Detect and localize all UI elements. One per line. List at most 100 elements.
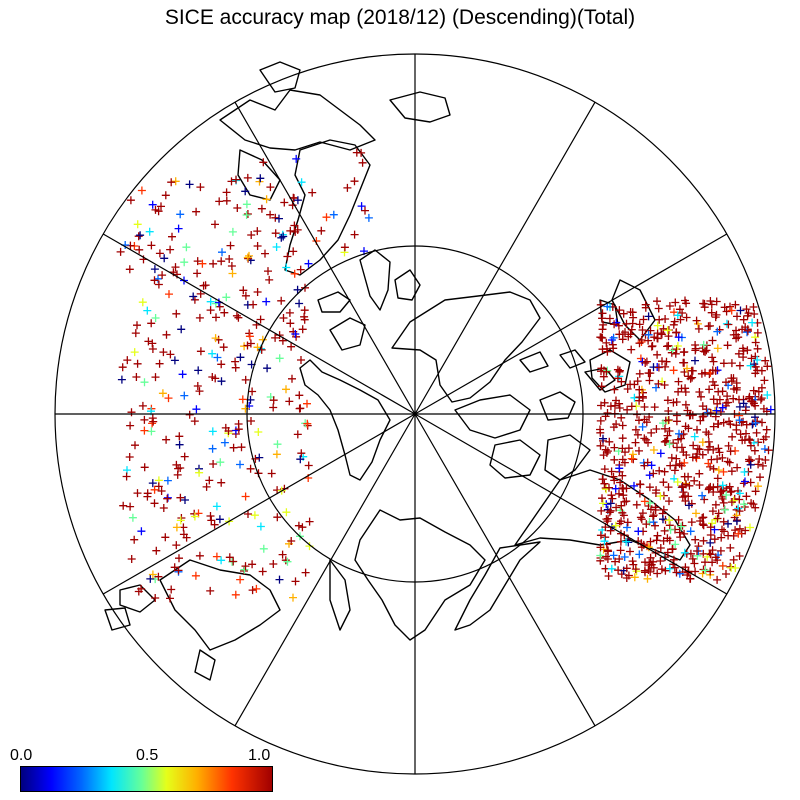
- accuracy-marker: [619, 309, 628, 318]
- accuracy-marker: [709, 422, 718, 431]
- meridian-line: [102, 233, 416, 415]
- accuracy-marker: [621, 328, 629, 337]
- accuracy-marker: [170, 356, 179, 365]
- accuracy-marker: [702, 428, 711, 437]
- accuracy-marker: [596, 425, 604, 434]
- accuracy-marker: [735, 552, 744, 560]
- accuracy-marker: [148, 479, 157, 488]
- accuracy-marker: [724, 531, 733, 540]
- accuracy-marker: [211, 334, 220, 343]
- accuracy-marker: [297, 449, 306, 458]
- accuracy-marker: [241, 404, 250, 413]
- accuracy-marker: [631, 425, 640, 434]
- accuracy-marker: [745, 392, 754, 401]
- accuracy-marker: [766, 405, 775, 414]
- accuracy-marker: [265, 275, 274, 284]
- accuracy-marker: [626, 547, 634, 556]
- accuracy-marker: [137, 584, 146, 593]
- accuracy-marker: [732, 425, 741, 434]
- accuracy-marker: [723, 392, 732, 401]
- accuracy-marker: [665, 516, 674, 525]
- accuracy-marker: [747, 354, 756, 363]
- accuracy-marker: [657, 329, 666, 338]
- accuracy-marker: [172, 541, 181, 550]
- accuracy-marker: [133, 220, 142, 229]
- accuracy-marker: [207, 516, 216, 525]
- accuracy-marker: [616, 546, 625, 555]
- accuracy-marker: [727, 563, 736, 572]
- accuracy-marker: [615, 555, 624, 563]
- accuracy-marker: [644, 312, 653, 321]
- accuracy-marker: [659, 515, 667, 524]
- accuracy-marker: [154, 280, 163, 289]
- accuracy-marker: [641, 303, 650, 312]
- accuracy-marker: [641, 359, 650, 367]
- accuracy-marker: [617, 570, 626, 579]
- accuracy-marker: [603, 302, 612, 311]
- accuracy-marker: [600, 537, 609, 546]
- accuracy-marker: [599, 499, 607, 508]
- accuracy-marker: [727, 487, 736, 496]
- accuracy-marker: [740, 468, 749, 476]
- accuracy-marker: [661, 424, 669, 433]
- accuracy-marker: [688, 366, 697, 375]
- accuracy-marker: [671, 540, 680, 549]
- accuracy-marker: [678, 493, 687, 502]
- map-title: SICE accuracy map (2018/12) (Descending)…: [164, 6, 636, 29]
- accuracy-marker: [725, 458, 734, 467]
- accuracy-marker: [681, 400, 690, 409]
- accuracy-marker: [657, 565, 666, 574]
- accuracy-marker: [206, 512, 215, 520]
- accuracy-marker: [278, 550, 287, 559]
- accuracy-marker: [729, 555, 738, 564]
- accuracy-marker: [123, 356, 132, 365]
- accuracy-marker: [161, 533, 170, 542]
- map-grid: [54, 53, 776, 775]
- accuracy-marker: [280, 198, 289, 207]
- accuracy-marker: [241, 187, 250, 196]
- accuracy-marker: [726, 302, 734, 311]
- accuracy-marker: [645, 483, 654, 492]
- accuracy-marker: [241, 492, 250, 501]
- meridian-lines: [55, 54, 775, 774]
- accuracy-marker: [246, 464, 255, 473]
- accuracy-marker: [146, 574, 155, 583]
- accuracy-marker: [617, 413, 626, 422]
- accuracy-marker: [275, 331, 284, 340]
- accuracy-marker: [208, 349, 217, 358]
- accuracy-marker: [719, 359, 728, 368]
- accuracy-marker: [680, 548, 689, 557]
- accuracy-marker: [669, 555, 678, 564]
- accuracy-marker: [215, 515, 224, 524]
- accuracy-marker: [249, 300, 258, 309]
- accuracy-marker: [180, 391, 189, 400]
- accuracy-marker: [661, 566, 670, 575]
- accuracy-marker: [151, 205, 160, 214]
- accuracy-marker: [673, 311, 682, 320]
- accuracy-marker: [281, 556, 290, 565]
- accuracy-marker: [660, 467, 669, 476]
- accuracy-marker: [292, 154, 301, 163]
- accuracy-marker: [596, 333, 605, 342]
- accuracy-marker: [233, 204, 242, 212]
- accuracy-marker: [760, 376, 769, 385]
- accuracy-marker: [726, 562, 735, 571]
- accuracy-marker: [739, 479, 748, 488]
- accuracy-marker: [674, 515, 683, 524]
- accuracy-marker: [248, 586, 257, 595]
- accuracy-marker: [753, 417, 762, 426]
- accuracy-marker: [763, 362, 772, 371]
- accuracy-marker: [285, 308, 294, 317]
- accuracy-marker: [168, 232, 176, 241]
- accuracy-marker: [297, 356, 305, 364]
- accuracy-marker: [711, 366, 720, 375]
- accuracy-marker: [661, 315, 670, 323]
- accuracy-marker: [701, 566, 710, 575]
- accuracy-marker: [727, 306, 736, 315]
- accuracy-marker: [718, 561, 727, 570]
- accuracy-marker: [686, 411, 695, 420]
- accuracy-marker: [220, 438, 229, 447]
- accuracy-marker: [651, 521, 659, 530]
- accuracy-marker: [151, 373, 160, 382]
- accuracy-marker: [607, 467, 616, 476]
